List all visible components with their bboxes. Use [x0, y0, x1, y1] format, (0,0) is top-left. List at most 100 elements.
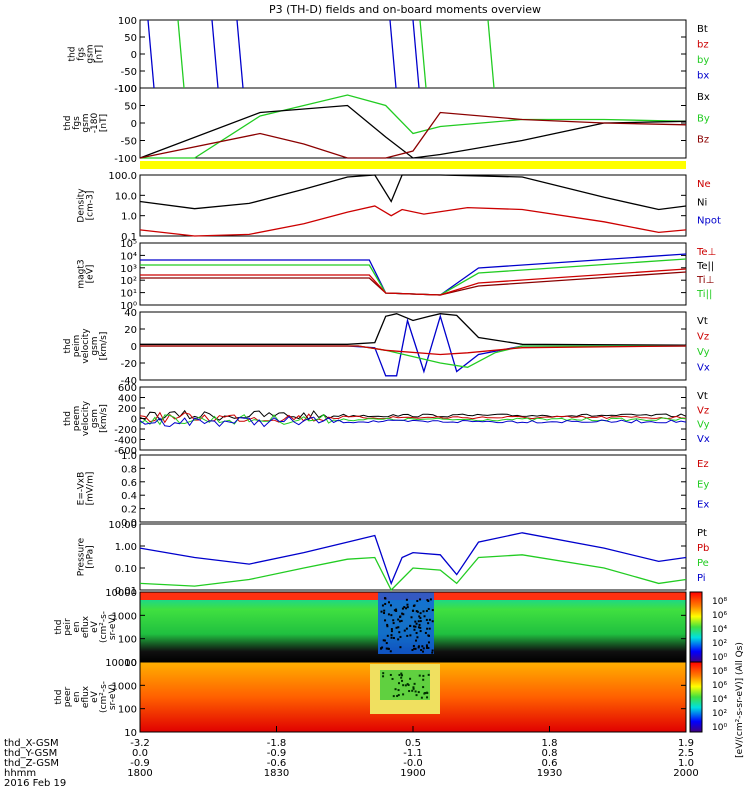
colorbar	[689, 591, 703, 663]
peer-ylabel: thd	[54, 690, 64, 705]
peir-speckle	[426, 646, 429, 649]
peir-speckle	[422, 647, 425, 650]
peim-ylabel: thd	[63, 339, 73, 354]
peim-ylabel: gsm	[90, 336, 100, 355]
fgs-trace	[412, 19, 420, 89]
efield-ylabel: E=-VxB	[77, 472, 87, 506]
peir-speckle	[415, 622, 418, 625]
colorbar	[689, 661, 703, 733]
peem-ylabel: peem	[72, 406, 82, 432]
peir-speckle	[384, 619, 387, 622]
legend-temp-item: Ti⊥	[696, 275, 714, 286]
legend-peem-item: Vy	[697, 420, 710, 431]
peir-speckle	[401, 607, 404, 610]
peir-speckle	[417, 645, 420, 648]
series-peim-Vy	[140, 345, 686, 368]
peer-speckle	[397, 694, 400, 697]
peir-speckle	[431, 620, 434, 623]
peir-speckle	[425, 618, 428, 621]
fgs2-tick-label: -100	[114, 154, 137, 165]
peim-tick-label: -20	[121, 359, 137, 370]
peir-ylabel: peir	[63, 618, 73, 636]
peir-speckle	[398, 631, 401, 634]
x-tick-label: 1.8	[542, 738, 558, 749]
fgs-tick-label: 0	[131, 50, 137, 61]
x-tick-label: 2.5	[678, 748, 694, 759]
x-tick-label: 0.8	[542, 748, 558, 759]
peir-speckle	[384, 602, 387, 605]
peem-trace	[139, 413, 687, 426]
fgs2-ylabel: fgs	[72, 116, 82, 130]
peer-speckle	[400, 676, 403, 679]
peer-ylabel: peer	[63, 686, 73, 707]
peer-tick-label: 100	[118, 705, 137, 716]
peem-trace	[139, 415, 687, 428]
fgs-ylabel: [nT]	[95, 45, 105, 63]
pressure-frame	[139, 523, 687, 591]
colorbar-tick: 10⁶	[712, 681, 727, 691]
peir-speckle	[412, 644, 415, 647]
peir-ylabel: sr-eV)	[108, 614, 118, 640]
fgs-ylabel: fgs	[77, 47, 87, 61]
peir-speckle	[383, 609, 386, 612]
legend-fgs2-item: Bx	[697, 92, 710, 103]
peir-speckle	[416, 636, 419, 639]
peer-speckle	[414, 690, 417, 693]
legend-density-item: Ni	[697, 197, 707, 208]
legend-pressure-item: Pi	[697, 573, 706, 584]
peir-speckle	[399, 615, 402, 618]
efield-tick-label: 0.8	[121, 464, 137, 475]
peem-tick-label: 400	[118, 394, 137, 405]
temp-tick-label: 10¹	[120, 289, 137, 300]
peir-speckle	[419, 626, 422, 629]
panel-peir: 10000 1000 100 10 thd peir en eflux eV (cm²-s-sr-…	[54, 588, 687, 669]
density-tick-label: 100.0	[108, 171, 137, 182]
peir-speckle	[392, 619, 395, 622]
peer-speckle	[394, 688, 397, 691]
peem-tick-label: 200	[118, 404, 137, 415]
temp-tick-label: 10³	[120, 264, 137, 275]
legend-density-item: Ne	[697, 179, 711, 190]
peem-tick-label: 600	[118, 383, 137, 394]
peir-speckle	[415, 610, 418, 613]
fgs-tick-label: -50	[121, 67, 137, 78]
panel-fgs: 100 50 0 -50 -100 thd fgs gsm [nT] Bt bz by bx	[68, 16, 710, 95]
panel-efield: 1.0 0.8 0.6 0.4 0.2 0.0 E=-VxB [mV/m] Ez Ey Ex	[77, 451, 710, 529]
peer-speckle	[396, 695, 399, 698]
peir-speckle	[381, 646, 384, 649]
peer-speckle	[406, 683, 409, 686]
fgs2-ylabel: -180	[90, 113, 100, 134]
temp-tick-label: 10⁵	[120, 239, 137, 250]
peir-tick-label: 10	[124, 658, 137, 669]
peir-tick-label: 1000	[112, 611, 137, 622]
legend-temp-item: Ti||	[696, 289, 712, 300]
fgs2-ylabel: thd	[63, 116, 73, 131]
peem-tick-label: -600	[114, 446, 137, 457]
peir-speckle	[401, 612, 404, 615]
peer-speckle	[397, 689, 400, 692]
colorbars: 10⁸ 10⁶ 10⁴ 10² 10⁰ 10⁸ 10⁶ 10⁴ 10² 10⁰ [eV/(cm²-s…	[689, 591, 745, 758]
pressure-ylabel: [nPa]	[86, 545, 96, 568]
peer-speckle	[398, 673, 401, 676]
fgs-frame	[139, 19, 687, 89]
legend-temp-item: Te||	[696, 261, 714, 272]
peir-speckle	[403, 606, 406, 609]
peir-speckle	[429, 598, 432, 601]
fgs2-tick-label: 0	[131, 119, 137, 130]
peir-speckle	[419, 630, 422, 633]
fgs2-ylabel: gsm	[81, 113, 91, 132]
peir-speckle	[392, 637, 395, 640]
colorbar-label: [eV/(cm²-s-sr-eV)] (All Qs)	[735, 642, 745, 758]
fgs-ylabel: gsm	[86, 44, 96, 63]
series-density-Ne	[139, 205, 687, 237]
peir-speckle	[400, 619, 403, 622]
peir-speckle	[405, 627, 408, 630]
peir-speckle	[390, 636, 393, 639]
peir-speckle	[419, 616, 422, 619]
legend-efield-item: Ez	[697, 459, 709, 470]
peer-speckle	[392, 695, 395, 698]
fgs-tick-label: 50	[124, 33, 137, 44]
peer-speckle	[412, 687, 415, 690]
pressure-tick-label: 0.10	[115, 564, 137, 575]
